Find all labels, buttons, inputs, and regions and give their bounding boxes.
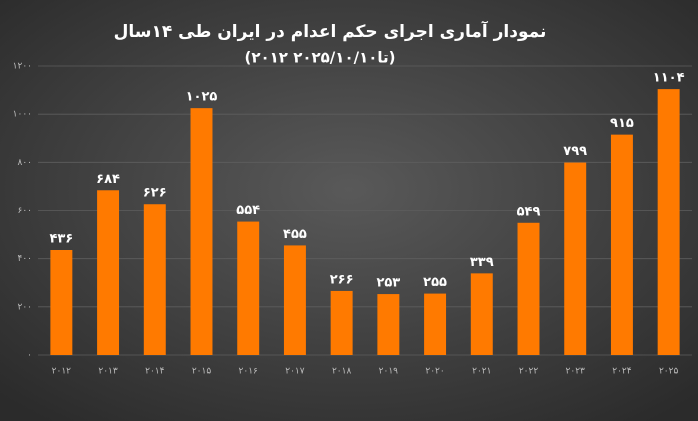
y-tick-label: ۱۲۰۰ (13, 62, 32, 72)
x-tick-label: ۲۰۱۸ (332, 367, 352, 377)
x-tick-label: ۲۰۱۵ (192, 367, 212, 377)
y-tick-label: ۶۰۰ (17, 206, 32, 216)
value-label: ۱۱۰۴ (653, 71, 685, 86)
bar (283, 245, 306, 355)
x-tick-label: ۲۰۱۲ (52, 367, 72, 377)
value-label: ۴۳۶ (49, 231, 73, 246)
value-label: ۷۹۹ (563, 144, 587, 159)
bar (657, 89, 680, 356)
x-tick-label: ۲۰۲۱ (472, 367, 491, 377)
value-label: ۶۲۶ (143, 186, 167, 201)
x-tick-label: ۲۰۱۳ (98, 367, 118, 377)
chart-title: نمودار آماری اجرای حکم اعدام در ایران طی… (114, 20, 547, 42)
x-tick-label: ۲۰۲۲ (519, 367, 539, 377)
y-tick-label: ۸۰۰ (17, 158, 32, 168)
bar (564, 162, 587, 355)
x-tick-label: ۲۰۲۵ (659, 367, 679, 377)
bar (517, 222, 540, 355)
bar (50, 249, 73, 355)
value-label: ۴۵۵ (283, 227, 307, 242)
bar (97, 190, 120, 355)
value-label: ۹۱۵ (610, 116, 634, 131)
value-label: ۲۶۶ (330, 272, 354, 287)
value-label: ۵۴۹ (517, 204, 541, 219)
chart-subtitle: (۲۰۱۲ تا۲۰۲۵/۱۰/۱۰) (244, 49, 395, 67)
y-tick-label: ۰ (27, 351, 32, 361)
y-tick-label: ۲۰۰ (17, 302, 32, 312)
x-tick-label: ۲۰۱۹ (379, 367, 399, 377)
value-label: ۲۵۳ (376, 276, 400, 291)
value-label: ۲۵۵ (423, 275, 447, 290)
y-tick-label: ۴۰۰ (17, 254, 32, 264)
x-tick-label: ۲۰۲۳ (566, 367, 586, 377)
bar (143, 204, 166, 355)
bar (330, 290, 353, 355)
y-tick-label: ۱۰۰۰ (13, 110, 32, 120)
value-label: ۶۸۴ (96, 172, 120, 187)
bar (470, 273, 493, 355)
x-tick-label: ۲۰۲۴ (612, 367, 632, 377)
bar (377, 294, 400, 355)
x-tick-label: ۲۰۲۰ (425, 367, 444, 377)
value-label: ۳۳۹ (470, 255, 494, 270)
value-label: ۱۰۲۵ (186, 90, 218, 105)
bar (424, 293, 447, 355)
bar (237, 221, 260, 355)
value-label: ۵۵۴ (236, 203, 260, 218)
bar (190, 108, 213, 355)
bar (610, 134, 633, 355)
x-tick-label: ۲۰۱۷ (285, 367, 305, 377)
x-tick-label: ۲۰۱۶ (239, 367, 259, 377)
x-tick-label: ۲۰۱۴ (145, 367, 165, 377)
